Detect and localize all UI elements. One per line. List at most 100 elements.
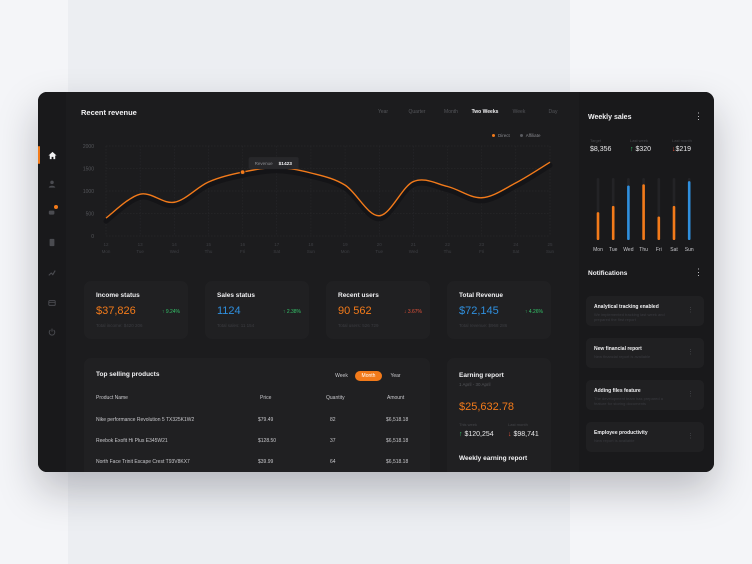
more-icon[interactable]: ⋮ bbox=[687, 391, 694, 398]
nav-documents[interactable] bbox=[38, 231, 66, 253]
archive-icon bbox=[48, 300, 56, 306]
x-tick-label: Wed bbox=[409, 249, 419, 254]
chart-icon bbox=[48, 270, 56, 276]
x-tick-label: 23 bbox=[479, 242, 485, 247]
more-icon[interactable]: ⋮ bbox=[687, 349, 694, 356]
column-quantity[interactable]: Quantity bbox=[326, 395, 345, 401]
period-quarter[interactable]: Quarter bbox=[408, 109, 426, 115]
x-tick-label: Sat bbox=[273, 249, 281, 254]
product-price: $128.50 bbox=[258, 438, 277, 444]
more-icon[interactable]: ⋮ bbox=[687, 307, 694, 314]
period-month[interactable]: Month bbox=[444, 109, 458, 115]
x-tick-label: Wed bbox=[170, 249, 180, 254]
x-tick-label: 13 bbox=[138, 242, 144, 247]
target-value: $8,356 bbox=[590, 146, 612, 153]
x-tick-label: 16 bbox=[240, 242, 246, 247]
notification-item[interactable]: Employee productivity New report is avai… bbox=[586, 422, 704, 452]
earning-last-month: ↓ $98,741 bbox=[508, 431, 539, 438]
notification-dot bbox=[54, 205, 58, 209]
x-tick-label: 17 bbox=[274, 242, 280, 247]
x-tick-label: 15 bbox=[206, 242, 212, 247]
x-tick-label: Mon bbox=[102, 249, 111, 254]
notification-text: The development team has prepared a feat… bbox=[594, 396, 663, 406]
x-tick-label: Sun bbox=[307, 249, 316, 254]
notification-item[interactable]: Analytical tracking enabled We implement… bbox=[586, 296, 704, 326]
total-revenue-card: Total Revenue $72,145 ↑ 4.26% Total reve… bbox=[447, 281, 551, 339]
document-icon bbox=[49, 238, 55, 246]
product-amount: $6,518.18 bbox=[386, 417, 409, 423]
y-tick-label: 0 bbox=[91, 234, 94, 240]
card-change: ↑ 9.24% bbox=[161, 309, 180, 315]
y-tick-label: 1500 bbox=[83, 166, 94, 172]
notification-item[interactable]: Adding files feature The development tea… bbox=[586, 380, 704, 410]
column-product-name[interactable]: Product Name bbox=[96, 395, 128, 401]
x-tick-label: 22 bbox=[445, 242, 451, 247]
weekly-bar bbox=[596, 212, 600, 240]
toggle-month[interactable]: Month bbox=[355, 371, 382, 381]
day-label: Thu bbox=[639, 247, 648, 253]
card-change: ↓ 3.67% bbox=[403, 309, 422, 315]
y-tick-label: 500 bbox=[86, 211, 95, 217]
product-quantity: 82 bbox=[330, 417, 336, 423]
more-icon[interactable]: ⋮ bbox=[687, 433, 694, 440]
period-year[interactable]: Year bbox=[377, 109, 389, 115]
day-label: Sun bbox=[685, 247, 694, 253]
product-quantity: 37 bbox=[330, 438, 336, 444]
product-price: $79.49 bbox=[258, 417, 274, 423]
period-week[interactable]: Week bbox=[512, 109, 526, 115]
card-change: ↑ 4.26% bbox=[524, 309, 543, 315]
weekly-bar bbox=[657, 216, 661, 240]
earning-date-range: 1 April - 30 April bbox=[459, 382, 491, 387]
nav-users[interactable] bbox=[38, 173, 66, 195]
product-amount: $6,518.18 bbox=[386, 459, 409, 465]
nav-analytics[interactable] bbox=[38, 262, 66, 284]
x-tick-label: 25 bbox=[547, 242, 553, 247]
card-subtext: Total income: $420 206 bbox=[96, 323, 143, 328]
x-tick-label: Fri bbox=[479, 249, 484, 254]
nav-archive[interactable] bbox=[38, 292, 66, 314]
period-selector: Year Quarter Month Two Weeks Week Day bbox=[366, 109, 570, 115]
column-price[interactable]: Price bbox=[260, 395, 272, 401]
weekly-bar bbox=[611, 205, 615, 240]
weekly-bar bbox=[642, 184, 645, 240]
period-two-weeks[interactable]: Two Weeks bbox=[471, 109, 499, 115]
notifications-menu-icon[interactable]: ⋮ bbox=[694, 267, 703, 277]
nav-home[interactable] bbox=[38, 144, 66, 166]
series-line-affiliate bbox=[103, 162, 553, 224]
notification-title: Analytical tracking enabled bbox=[594, 304, 659, 310]
series-line-direct bbox=[105, 161, 551, 219]
nav-messages[interactable] bbox=[38, 202, 66, 224]
x-tick-label: Mon bbox=[341, 249, 350, 254]
dashboard-window: Recent revenue Year Quarter Month Two We… bbox=[38, 92, 714, 472]
earning-report-title: Earning report bbox=[459, 372, 504, 379]
x-tick-label: Sat bbox=[512, 249, 520, 254]
toggle-year[interactable]: Year bbox=[390, 373, 401, 379]
earning-this-week: ↑ $120,254 bbox=[459, 431, 494, 438]
toggle-week[interactable]: Week bbox=[335, 373, 348, 379]
notification-title: Employee productivity bbox=[594, 430, 648, 436]
product-name: North Face Trinit Escape Crest T93V8KX7 bbox=[96, 459, 190, 465]
card-change: ↑ 2.38% bbox=[282, 309, 301, 315]
card-subtext: Total users: 526 729 bbox=[338, 323, 379, 328]
notification-title: New financial report bbox=[594, 346, 642, 352]
x-tick-label: 14 bbox=[172, 242, 178, 247]
user-icon bbox=[48, 180, 56, 188]
notification-text: New financial report is available bbox=[594, 354, 651, 359]
card-title: Income status bbox=[96, 292, 140, 299]
product-price: $39.99 bbox=[258, 459, 274, 465]
product-name: Nike performance Revolution 5 TX325K1W2 bbox=[96, 417, 195, 423]
last-month-value: ↓$219 bbox=[672, 146, 692, 153]
products-period-toggle: Week Month Year bbox=[328, 371, 409, 381]
nav-logout[interactable] bbox=[38, 321, 66, 343]
earning-this-week-label: This week bbox=[459, 422, 478, 427]
notification-item[interactable]: New financial report New financial repor… bbox=[586, 338, 704, 368]
weekly-sales-title: Weekly sales bbox=[588, 114, 632, 121]
x-tick-label: 20 bbox=[377, 242, 383, 247]
card-value: $72,145 bbox=[459, 305, 499, 317]
data-point-highlight bbox=[239, 169, 246, 175]
legend-direct: Direct bbox=[492, 133, 510, 138]
x-tick-label: 21 bbox=[411, 242, 417, 247]
column-amount[interactable]: Amount bbox=[387, 395, 405, 401]
period-day[interactable]: Day bbox=[548, 109, 558, 115]
weekly-sales-menu-icon[interactable]: ⋮ bbox=[694, 111, 703, 121]
